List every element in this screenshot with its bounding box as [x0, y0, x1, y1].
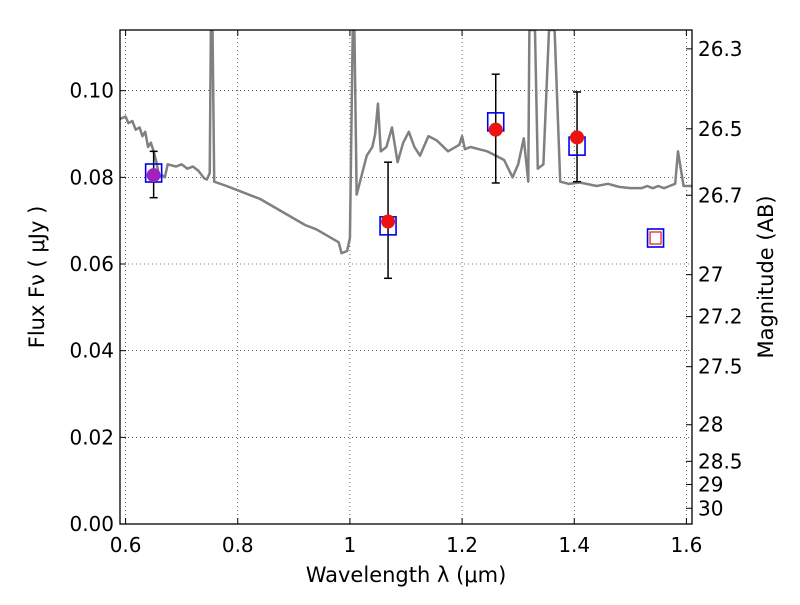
x-tick-label: 1.2 [446, 533, 478, 557]
magnitude-tick-label: 27.2 [698, 305, 743, 329]
magnitude-tick-label: 27.5 [698, 355, 743, 379]
right-axis-title: Magnitude (AB) [754, 195, 778, 358]
observed-flux-point [146, 168, 161, 183]
magnitude-tick-label: 29 [698, 472, 723, 496]
x-tick-label: 0.6 [110, 533, 142, 557]
model-photometry-marker [646, 228, 665, 248]
x-axis-title: Wavelength λ (μm) [306, 563, 507, 587]
axis-ticks [120, 30, 692, 525]
x-tick-label: 1.6 [670, 533, 702, 557]
axis-labels: 0.6 0.8 1 1.2 1.4 1.6 0.00 0.02 0.04 0.06 0.08 0.10… [25, 37, 778, 587]
x-tick-label: 0.8 [222, 533, 254, 557]
x-tick-label: 1 [344, 533, 357, 557]
grid [120, 30, 692, 525]
magnitude-tick-label: 26.7 [698, 183, 743, 207]
plot-area [120, 30, 692, 280]
magnitude-tick-label: 27 [698, 263, 723, 287]
model-photometry-inner-marker [649, 231, 662, 245]
observed-flux-point [570, 130, 585, 145]
magnitude-tick-label: 28 [698, 413, 723, 437]
y-tick-label: 0.06 [69, 252, 114, 276]
magnitude-tick-label: 26.3 [698, 37, 743, 61]
plot-frame [119, 29, 693, 525]
y-axis-title: Flux Fν ( μJy ) [25, 206, 49, 349]
y-tick-label: 0.02 [69, 425, 114, 449]
y-tick-label: 0.08 [69, 165, 114, 189]
y-tick-label: 0.00 [69, 512, 114, 536]
x-tick-label: 1.4 [558, 533, 590, 557]
y-tick-label: 0.10 [69, 79, 114, 103]
y-tick-label: 0.04 [69, 339, 114, 363]
model-spectrum-line [120, 30, 692, 255]
magnitude-tick-label: 30 [698, 496, 723, 520]
observed-flux-point [381, 214, 396, 229]
observed-flux-point [488, 122, 503, 137]
magnitude-tick-label: 26.5 [698, 117, 743, 141]
magnitude-tick-label: 28.5 [698, 449, 743, 473]
